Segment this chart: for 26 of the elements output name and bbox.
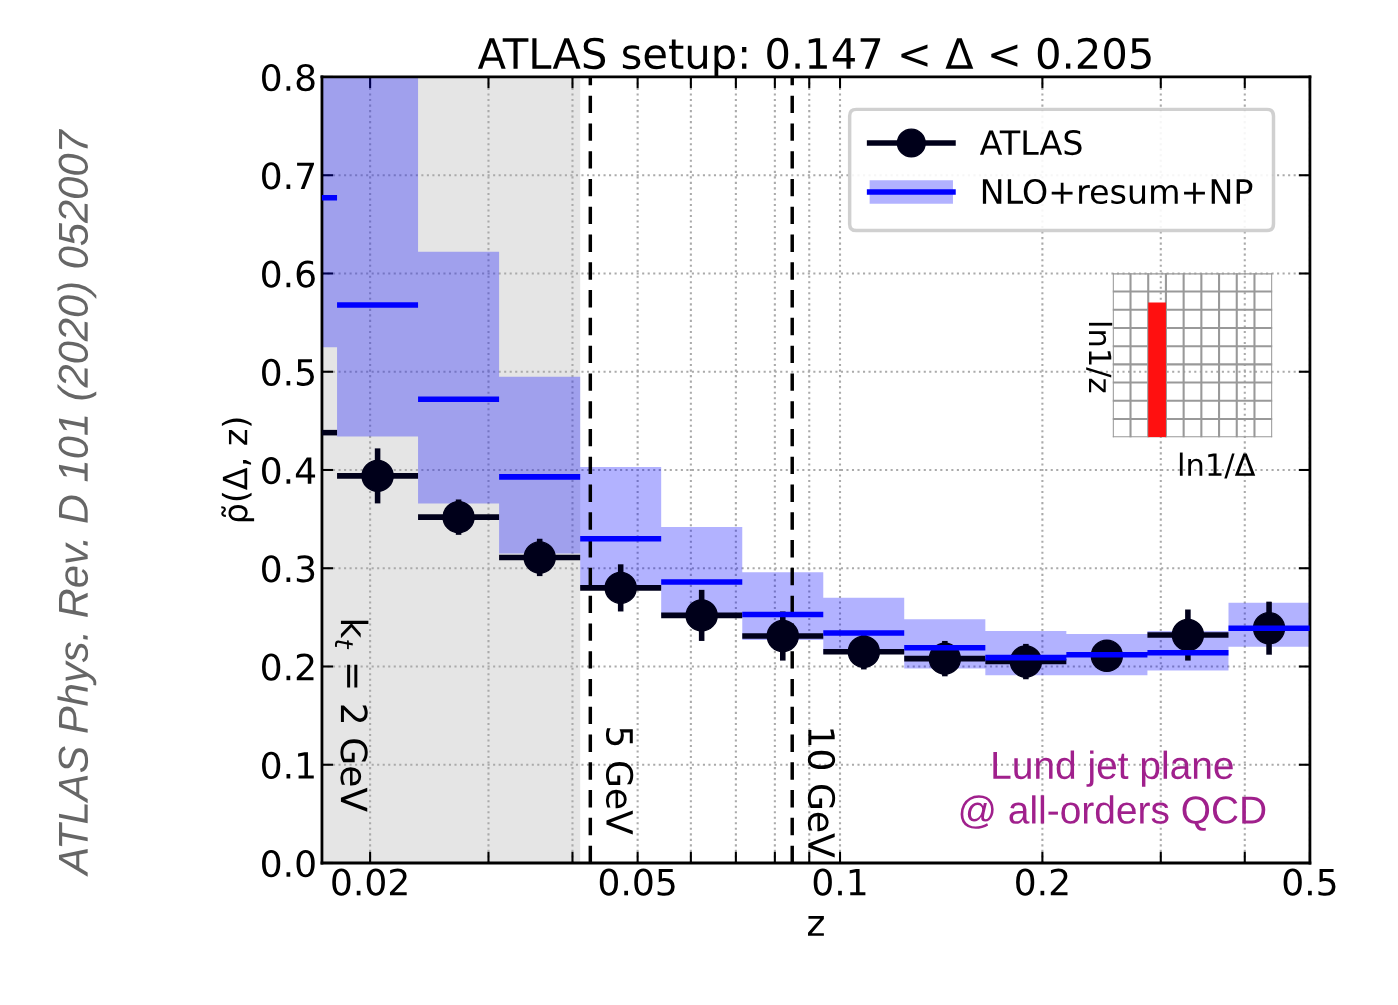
x-tick-label: 0.05 [599, 868, 675, 896]
y-tick-label: 0.3 [262, 555, 315, 583]
y-tick-label: 0.8 [262, 63, 315, 92]
x-axis-title: z [808, 916, 824, 936]
ref-line-label: 10 GeV [807, 729, 836, 858]
y-tick-label: 0.7 [262, 162, 315, 190]
legend-label: ATLAS [979, 129, 1082, 156]
x-tick-label: 0.5 [1283, 868, 1336, 896]
y-tick-label: 0.4 [262, 456, 316, 485]
annotation: ln1/Δ [1179, 452, 1256, 479]
band-label: k$_{t}$ = 2 GeV [335, 620, 369, 812]
chart-title: ATLAS setup: 0.147 < Δ < 0.205 [477, 37, 1151, 78]
legend-label: NLO+resum+NP [982, 178, 1253, 205]
y-tick-label: 0.0 [262, 849, 315, 878]
x-tick-label: 0.1 [813, 868, 866, 896]
y-tick-label: 0.5 [262, 358, 314, 386]
y-axis-title: ρ̃(Δ, z) [221, 418, 255, 522]
y-tick-label: 0.2 [262, 653, 314, 681]
x-tick-label: 0.02 [332, 868, 407, 896]
ref-line-label: 5 GeV [605, 728, 634, 835]
x-tick-label: 0.2 [1016, 868, 1068, 896]
y-tick-label: 0.1 [262, 751, 314, 779]
text: ATLAS Phys. Rev. D 101 (2020) 052007 [57, 129, 97, 877]
annotation: Lund jet plane @ all-orders QCD [960, 750, 1266, 831]
annotation: ln1/z [1086, 322, 1113, 393]
y-tick-label: 0.6 [262, 260, 315, 288]
